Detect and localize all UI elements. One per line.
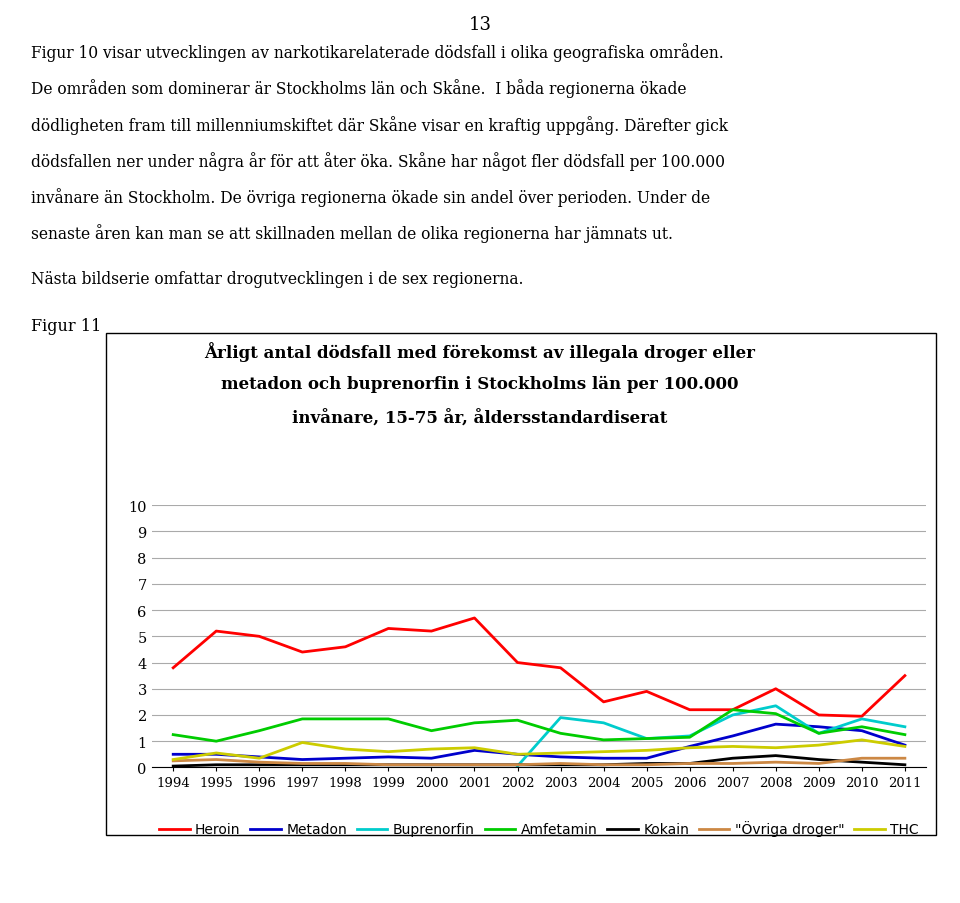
Text: dödsfallen ner under några år för att åter öka. Skåne har något fler dödsfall pe: dödsfallen ner under några år för att åt… [31,152,725,171]
Text: Nästa bildserie omfattar drogutvecklingen i de sex regionerna.: Nästa bildserie omfattar drogutvecklinge… [31,271,523,288]
Text: dödligheten fram till millenniumskiftet där Skåne visar en kraftig uppgång. Däre: dödligheten fram till millenniumskiftet … [31,116,728,135]
Text: Årligt antal dödsfall med förekomst av illegala droger eller: Årligt antal dödsfall med förekomst av i… [204,341,756,361]
Legend: Heroin, Metadon, Buprenorfin, Amfetamin, Kokain, "Övriga droger", THC: Heroin, Metadon, Buprenorfin, Amfetamin,… [154,815,924,842]
Text: invånare, 15-75 år, åldersstandardiserat: invånare, 15-75 år, åldersstandardiserat [292,410,668,427]
Text: metadon och buprenorfin i Stockholms län per 100.000: metadon och buprenorfin i Stockholms län… [221,376,739,393]
Text: De områden som dominerar är Stockholms län och Skåne.  I båda regionerna ökade: De områden som dominerar är Stockholms l… [31,79,686,98]
Text: 13: 13 [468,16,492,34]
Text: Figur 11: Figur 11 [31,318,101,335]
Text: Figur 10 visar utvecklingen av narkotikarelaterade dödsfall i olika geografiska : Figur 10 visar utvecklingen av narkotika… [31,43,724,62]
Text: invånare än Stockholm. De övriga regionerna ökade sin andel över perioden. Under: invånare än Stockholm. De övriga regione… [31,188,709,207]
Text: senaste åren kan man se att skillnaden mellan de olika regionerna har jämnats ut: senaste åren kan man se att skillnaden m… [31,224,673,243]
